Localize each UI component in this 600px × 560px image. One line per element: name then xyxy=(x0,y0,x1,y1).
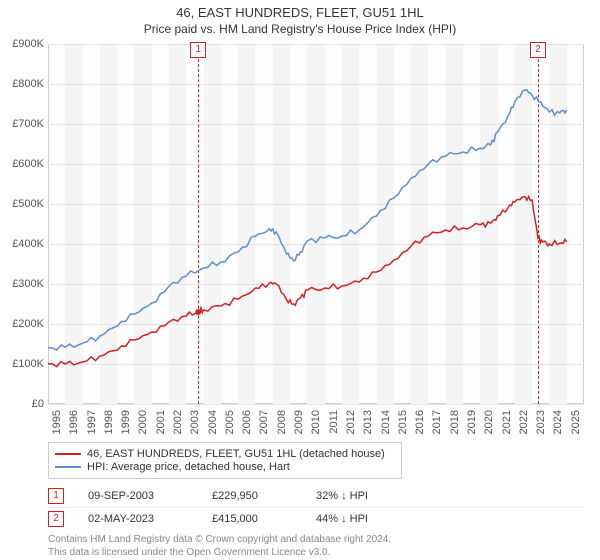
x-axis-label: 2023 xyxy=(535,410,547,434)
x-axis-label: 2003 xyxy=(189,410,201,434)
x-axis-label: 2024 xyxy=(552,410,564,434)
x-axis-label: 2022 xyxy=(518,410,530,434)
legend: 46, EAST HUNDREDS, FLEET, GU51 1HL (deta… xyxy=(48,442,402,479)
attribution-line1: Contains HM Land Registry data © Crown c… xyxy=(48,534,391,545)
x-axis-label: 2015 xyxy=(397,410,409,434)
x-axis-label: 2008 xyxy=(276,410,288,434)
sale-point-icon xyxy=(195,309,201,315)
y-axis-label: £500K xyxy=(0,198,44,210)
x-axis-label: 2009 xyxy=(293,410,305,434)
x-axis-label: 2007 xyxy=(258,410,270,434)
attribution: Contains HM Land Registry data © Crown c… xyxy=(48,534,584,559)
x-axis-label: 2006 xyxy=(241,410,253,434)
chart-lines xyxy=(48,44,584,404)
y-axis-label: £200K xyxy=(0,318,44,330)
y-axis-label: £800K xyxy=(0,78,44,90)
x-axis-label: 2016 xyxy=(414,410,426,434)
y-axis-label: £600K xyxy=(0,158,44,170)
sale-date: 09-SEP-2003 xyxy=(88,490,188,502)
page-subtitle: Price paid vs. HM Land Registry's House … xyxy=(0,22,600,36)
attribution-line2: This data is licensed under the Open Gov… xyxy=(48,547,330,558)
x-axis-label: 2001 xyxy=(155,410,167,434)
x-axis-label: 2000 xyxy=(137,410,149,434)
x-axis-label: 1996 xyxy=(68,410,80,434)
sale-marker-badge: 1 xyxy=(190,42,206,58)
x-axis-label: 2017 xyxy=(431,410,443,434)
y-axis-label: £700K xyxy=(0,118,44,130)
x-axis-label: 2002 xyxy=(172,410,184,434)
legend-label: 46, EAST HUNDREDS, FLEET, GU51 1HL (deta… xyxy=(87,448,385,460)
sale-delta-vs-hpi: 44% ↓ HPI xyxy=(316,513,406,525)
sale-row: 2 02-MAY-2023 £415,000 44% ↓ HPI xyxy=(48,508,584,530)
page-title: 46, EAST HUNDREDS, FLEET, GU51 1HL xyxy=(0,6,600,20)
sales-table: 1 09-SEP-2003 £229,950 32% ↓ HPI 2 02-MAY-202… xyxy=(48,485,600,530)
grid-line xyxy=(48,404,584,405)
x-axis-label: 2004 xyxy=(207,410,219,434)
x-axis-label: 1997 xyxy=(86,410,98,434)
sale-price: £415,000 xyxy=(212,513,292,525)
x-axis-label: 2013 xyxy=(362,410,374,434)
x-axis-label: 2018 xyxy=(449,410,461,434)
sale-marker-badge: 2 xyxy=(530,42,546,58)
sale-row-marker: 2 xyxy=(48,511,64,527)
legend-label: HPI: Average price, detached house, Hart xyxy=(87,461,290,473)
sale-price: £229,950 xyxy=(212,490,292,502)
x-axis-label: 2020 xyxy=(483,410,495,434)
series-property xyxy=(48,197,567,367)
sale-row: 1 09-SEP-2003 £229,950 32% ↓ HPI xyxy=(48,485,584,508)
y-axis-label: £0 xyxy=(0,398,44,410)
legend-item: 46, EAST HUNDREDS, FLEET, GU51 1HL (deta… xyxy=(55,448,395,460)
y-axis-label: £900K xyxy=(0,38,44,50)
x-axis-label: 2011 xyxy=(328,410,340,434)
sale-date: 02-MAY-2023 xyxy=(88,513,188,525)
legend-swatch xyxy=(55,453,81,455)
y-axis-label: £400K xyxy=(0,238,44,250)
y-axis-label: £100K xyxy=(0,358,44,370)
x-axis-label: 1998 xyxy=(103,410,115,434)
sale-row-marker: 1 xyxy=(48,488,64,504)
x-axis-label: 1995 xyxy=(51,410,63,434)
price-chart: 12 £0£100K£200K£300K£400K£500K£600K£700K… xyxy=(48,44,584,404)
x-axis-label: 1999 xyxy=(120,410,132,434)
x-axis-label: 2012 xyxy=(345,410,357,434)
legend-item: HPI: Average price, detached house, Hart xyxy=(55,461,395,473)
y-axis-label: £300K xyxy=(0,278,44,290)
series-hpi xyxy=(48,90,567,350)
x-axis-label: 2019 xyxy=(466,410,478,434)
x-axis-label: 2010 xyxy=(310,410,322,434)
x-axis-label: 2025 xyxy=(570,410,582,434)
sale-delta-vs-hpi: 32% ↓ HPI xyxy=(316,490,406,502)
x-axis-label: 2005 xyxy=(224,410,236,434)
legend-swatch xyxy=(55,466,81,468)
x-axis-label: 2021 xyxy=(501,410,513,434)
x-axis-label: 2014 xyxy=(380,410,392,434)
